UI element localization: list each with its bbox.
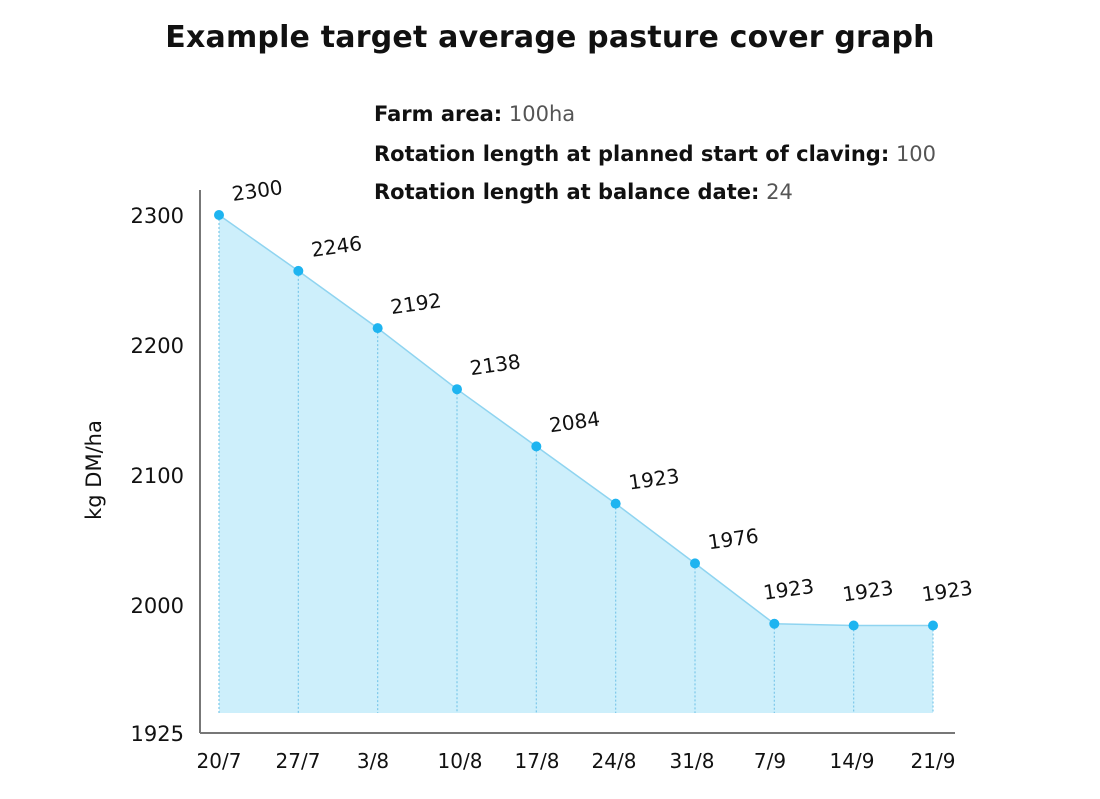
x-tick-label: 3/8 <box>357 749 389 773</box>
data-point <box>293 265 304 276</box>
data-label: 1923 <box>920 576 974 607</box>
x-tick-label: 24/8 <box>592 749 637 773</box>
y-tick-label: 2200 <box>131 334 184 358</box>
x-tick-label: 10/8 <box>438 749 483 773</box>
area-fill <box>219 215 933 713</box>
x-tick-label: 7/9 <box>754 749 786 773</box>
data-label: 2300 <box>230 175 284 206</box>
data-point <box>690 558 700 569</box>
data-point <box>214 210 224 220</box>
data-point <box>452 384 462 395</box>
x-tick-label: 31/8 <box>670 749 715 773</box>
data-point <box>610 498 621 509</box>
info-value: 100ha <box>508 102 576 126</box>
data-label: 1923 <box>627 464 681 495</box>
info-farm-area: Farm area: 100ha <box>374 102 575 126</box>
y-tick-label: 1925 <box>131 722 184 746</box>
data-point <box>769 618 780 629</box>
x-tick-label: 14/9 <box>830 749 875 773</box>
y-tick-label: 2000 <box>131 594 184 618</box>
data-label: 2246 <box>310 231 364 262</box>
info-rotation-calving: Rotation length at planned start of clav… <box>374 142 936 166</box>
y-tick-label: 2100 <box>131 464 184 488</box>
data-point <box>531 441 542 452</box>
data-label: 2138 <box>468 349 522 380</box>
data-label: 1923 <box>762 574 816 605</box>
x-tick-label: 27/7 <box>276 749 321 773</box>
info-label: Farm area: <box>374 102 503 126</box>
data-point <box>848 620 859 631</box>
x-tick-label: 20/7 <box>197 749 242 773</box>
info-label: Rotation length at balance date: <box>374 180 760 204</box>
y-axis-title: kg DM/ha <box>82 420 106 520</box>
info-value: 24 <box>766 180 793 204</box>
x-tick-label: 17/8 <box>515 749 560 773</box>
data-label: 1976 <box>706 524 760 555</box>
data-label: 2192 <box>389 288 443 319</box>
series-line <box>218 214 933 627</box>
info-rotation-balance: Rotation length at balance date: 24 <box>374 180 793 204</box>
data-label: 2084 <box>548 407 602 438</box>
y-tick-label: 2300 <box>131 204 184 228</box>
x-tick-label: 21/9 <box>911 749 956 773</box>
data-label: 1923 <box>841 576 895 607</box>
data-point <box>372 323 383 334</box>
chart-title: Example target average pasture cover gra… <box>165 20 935 55</box>
data-point <box>928 620 938 631</box>
info-label: Rotation length at planned start of clav… <box>374 142 890 166</box>
info-value: 100 <box>895 142 937 166</box>
